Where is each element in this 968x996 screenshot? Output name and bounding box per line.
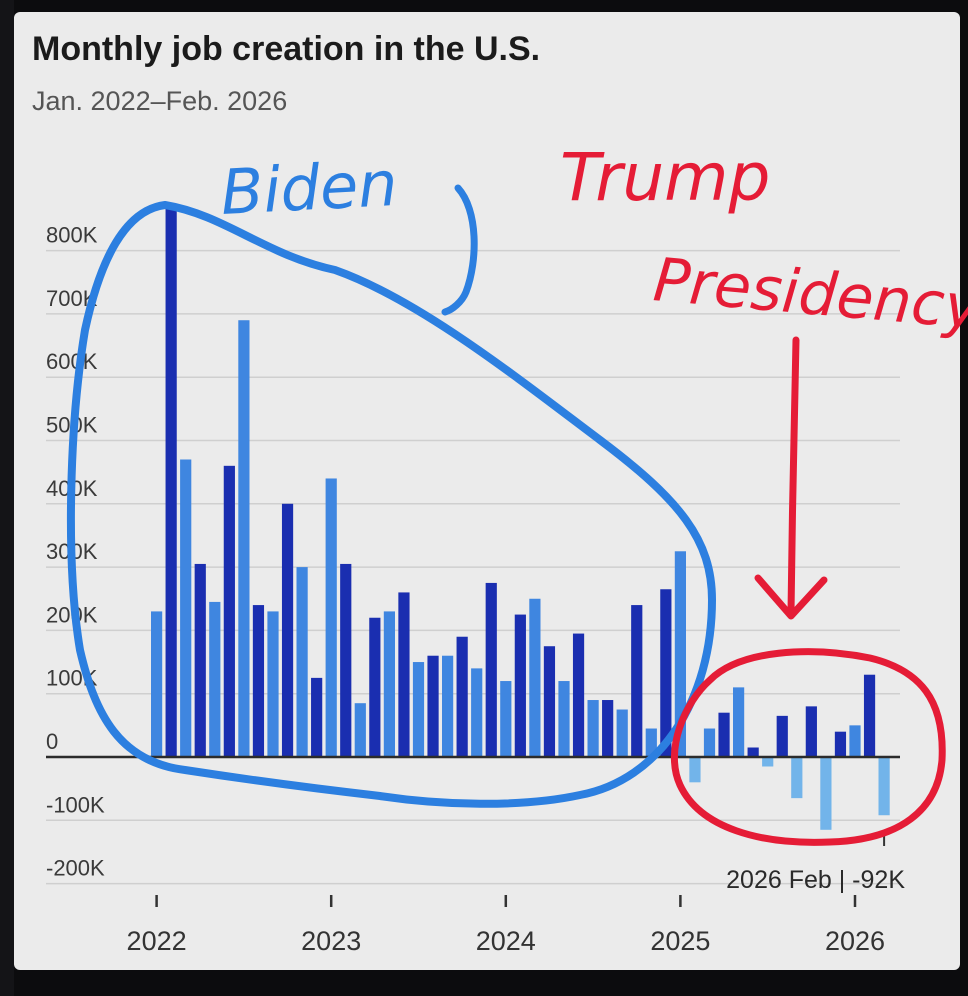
bars-layer — [151, 206, 890, 830]
y-axis-ticks: -200K-100K0100K200K300K400K500K600K700K8… — [46, 223, 105, 881]
bar — [296, 567, 308, 757]
bar — [311, 677, 323, 757]
bar — [151, 611, 163, 757]
bar — [500, 681, 512, 757]
bar — [383, 611, 395, 757]
bar — [834, 731, 847, 757]
bar — [689, 757, 701, 783]
bar — [398, 592, 410, 757]
trump-label-line2: Presidency — [651, 245, 968, 343]
callout-label: 2026 Feb | -92K — [726, 866, 905, 894]
bar — [442, 655, 454, 757]
bar — [165, 206, 177, 758]
bar — [747, 747, 759, 757]
y-tick-label: 0 — [46, 729, 58, 754]
bar — [209, 601, 221, 757]
trump-arrow-shaft — [787, 336, 800, 616]
bar — [616, 709, 628, 757]
trump-arrow-head — [754, 574, 828, 620]
y-tick-label: 800K — [46, 223, 98, 248]
chart-title: Monthly job creation in the U.S. — [32, 30, 541, 68]
biden-swoosh — [441, 184, 478, 316]
bar — [180, 459, 192, 757]
bar — [849, 725, 861, 757]
x-tick-label: 2022 — [127, 926, 187, 956]
bar — [514, 614, 526, 757]
y-tick-label: 600K — [46, 349, 98, 374]
bar — [791, 757, 803, 799]
biden-outline — [66, 200, 717, 808]
bar — [354, 703, 366, 757]
bar — [572, 633, 585, 757]
x-tick-label: 2025 — [650, 926, 710, 956]
bar — [471, 668, 483, 757]
bar — [587, 700, 599, 757]
trump-label-line1: Trump — [560, 139, 770, 216]
bar — [776, 715, 788, 757]
bar — [529, 598, 541, 757]
bar — [762, 757, 774, 767]
y-tick-label: -100K — [46, 792, 105, 817]
bar — [427, 655, 439, 757]
bar — [281, 503, 294, 757]
bar — [369, 617, 381, 757]
bar — [325, 478, 337, 757]
x-tick-label: 2026 — [825, 926, 885, 956]
frame-edge — [0, 0, 14, 996]
bar — [485, 582, 497, 757]
biden-label: Biden — [219, 147, 399, 229]
x-axis-ticks: 2022 2023 2024 2025 2026 — [127, 830, 886, 956]
bar — [456, 636, 468, 757]
bar — [733, 687, 745, 757]
bar — [660, 589, 672, 757]
bar — [558, 681, 570, 757]
bar — [645, 728, 657, 757]
x-tick-label: 2024 — [476, 926, 536, 956]
bar — [631, 605, 643, 757]
bar — [674, 551, 686, 757]
x-tick-label: 2023 — [301, 926, 361, 956]
bar — [820, 757, 832, 830]
bar — [805, 706, 817, 757]
bar — [340, 563, 352, 757]
bar — [194, 563, 206, 757]
bar — [703, 728, 716, 757]
y-tick-label: -200K — [46, 856, 105, 881]
chart-subtitle: Jan. 2022–Feb. 2026 — [32, 86, 288, 116]
bar — [718, 712, 730, 757]
bar — [863, 674, 876, 757]
trump-outline — [670, 648, 946, 846]
bar — [602, 700, 614, 757]
bar — [878, 757, 890, 816]
bar — [543, 646, 556, 757]
bar — [412, 662, 425, 757]
biden-annotation: Biden — [66, 147, 717, 808]
bar — [238, 320, 250, 757]
bar — [267, 611, 279, 757]
bar — [223, 465, 235, 757]
bar — [252, 605, 265, 757]
